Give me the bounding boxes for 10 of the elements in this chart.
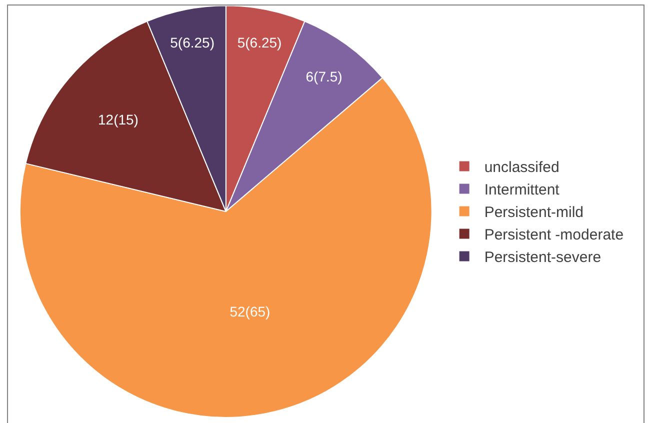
- legend-label: Intermittent: [484, 182, 560, 199]
- legend-label: Persistent-severe: [484, 249, 602, 266]
- data-label: 5(6.25): [237, 34, 282, 51]
- data-label: 52(65): [230, 304, 270, 320]
- data-label: 5(6.25): [170, 34, 214, 51]
- legend-label: unclassifed: [484, 159, 560, 176]
- data-label: 12(15): [98, 112, 138, 128]
- legend-label: Persistent -moderate: [484, 226, 624, 244]
- data-label: 6(7.5): [306, 68, 342, 84]
- legend-label: Persistent-mild: [484, 204, 584, 222]
